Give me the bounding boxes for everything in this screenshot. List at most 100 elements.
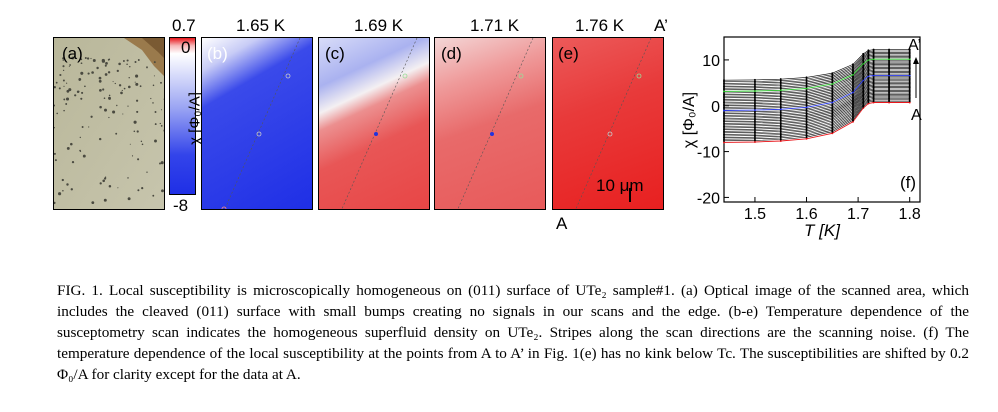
series-point [805, 76, 808, 79]
series-point [851, 82, 854, 85]
series-point [723, 135, 725, 138]
bump-dot [104, 64, 107, 67]
bump-dot [163, 98, 164, 100]
series-line [723, 54, 910, 87]
series-point [723, 119, 725, 122]
point-a-prime-label: A’ [654, 16, 668, 35]
bump-dot [99, 182, 102, 185]
bump-dot [121, 89, 123, 92]
series-point [723, 85, 725, 88]
bump-dot [91, 201, 95, 205]
series-point [805, 117, 808, 120]
bump-dot [79, 149, 81, 152]
series-point [753, 105, 756, 108]
bump-dot [118, 84, 122, 87]
series-point [753, 78, 756, 81]
bump-dot [108, 184, 112, 188]
series-point [723, 109, 725, 112]
series-point [805, 109, 808, 112]
series-point [851, 79, 854, 82]
series-point [779, 98, 782, 101]
series-point [779, 106, 782, 109]
series-point [723, 133, 725, 136]
series-point [723, 123, 725, 126]
series-point [805, 131, 808, 134]
series-point [831, 101, 834, 104]
series-point [851, 111, 854, 114]
bump-dot [141, 143, 144, 146]
series-line [723, 50, 910, 83]
series-point [805, 129, 808, 132]
series-point [753, 104, 756, 107]
series-point [723, 141, 725, 144]
series-point [779, 82, 782, 85]
series-point [831, 118, 834, 121]
bump-dot [134, 81, 136, 83]
bump-dot [91, 71, 94, 74]
colorbar-min: -8 [173, 196, 189, 215]
series-point [779, 138, 782, 141]
scan-e [552, 37, 664, 210]
temp-c: 1.69 K [354, 16, 404, 35]
y-tick-label: -20 [697, 190, 720, 207]
series-point [805, 96, 808, 99]
series-point [779, 125, 782, 128]
series-point [753, 102, 756, 105]
bump-dot [133, 130, 136, 133]
bump-dot [102, 88, 105, 91]
bump-dot [98, 137, 102, 141]
temp-b: 1.65 K [236, 16, 286, 35]
series-point [831, 72, 834, 75]
series-point [851, 75, 854, 78]
bump-dot [159, 122, 161, 125]
series-point [805, 104, 808, 107]
bump-dot [107, 58, 110, 61]
y-tick-label: 10 [702, 53, 720, 70]
bump-dot [127, 105, 129, 107]
bump-dot [78, 79, 81, 81]
bump-dot [137, 59, 140, 61]
series-point [779, 114, 782, 117]
bump-dot [63, 98, 66, 101]
series-point [851, 104, 854, 107]
bump-dot [62, 189, 64, 192]
series-point [805, 77, 808, 80]
series-point [779, 132, 782, 135]
series-point [753, 113, 756, 116]
bump-dot [62, 59, 64, 61]
series-point [753, 86, 756, 89]
series-point [851, 101, 854, 104]
series-point [831, 129, 834, 132]
series-point [851, 94, 854, 97]
bump-dot [108, 97, 111, 100]
series-point [851, 78, 854, 81]
series-point [723, 98, 725, 101]
series-point [805, 112, 808, 115]
series-point [831, 124, 834, 127]
series-point [851, 116, 854, 119]
series-point [753, 80, 756, 83]
x-tick-label: 1.5 [744, 206, 766, 223]
series-point [779, 90, 782, 93]
bump-dot [105, 62, 108, 65]
series-point [723, 96, 725, 99]
series-point [805, 126, 808, 129]
series-point [779, 109, 782, 112]
chart-xlabel: T [K] [804, 221, 841, 240]
series-point [851, 89, 854, 92]
optical-image-panel [53, 37, 165, 210]
bump-dot [70, 188, 73, 191]
series-point [723, 99, 725, 102]
x-tick-label: 1.6 [795, 206, 817, 223]
series-point [805, 128, 808, 131]
series-point [851, 86, 854, 89]
bump-dot [69, 64, 71, 66]
bump-dot [70, 142, 73, 146]
series-point [851, 63, 854, 66]
series-point [723, 122, 725, 125]
bump-dot [98, 76, 102, 80]
bump-dot [131, 155, 134, 157]
series-point [753, 97, 756, 100]
series-point [753, 93, 756, 96]
series-point [753, 115, 756, 118]
